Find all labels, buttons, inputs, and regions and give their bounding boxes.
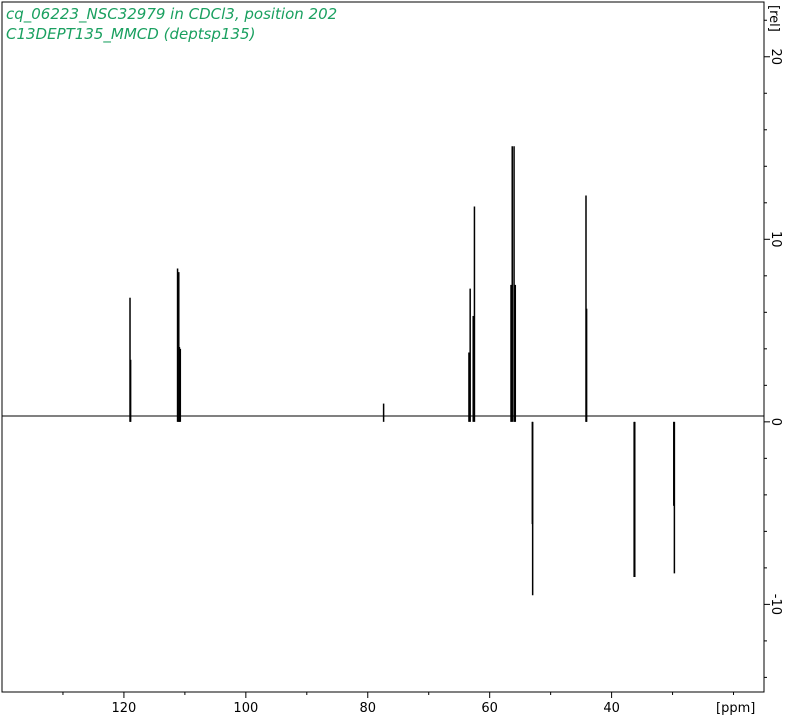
x-axis-label: [ppm] xyxy=(716,701,755,716)
y-tick-label-0: 0 xyxy=(768,418,783,426)
y-tick-label-20: 20 xyxy=(768,48,783,65)
x-tick-label-40: 40 xyxy=(603,701,620,716)
chart-subtitle: C13DEPT135_MMCD (deptsp135) xyxy=(6,25,256,43)
x-tick-label-60: 60 xyxy=(481,701,498,716)
plot-frame xyxy=(1,1,765,693)
y-tick-label-10: 10 xyxy=(768,231,783,248)
spectrum-peaks xyxy=(129,146,676,596)
x-tick-label-120: 120 xyxy=(112,701,137,716)
y-tick-label--10: -10 xyxy=(768,594,783,615)
y-axis-label: [rel] xyxy=(766,5,781,32)
x-axis-ticks: 120 100 80 60 40 xyxy=(62,692,735,716)
y-axis-ticks: 20 10 0 -10 xyxy=(764,19,783,678)
x-tick-label-100: 100 xyxy=(233,701,258,716)
x-tick-label-80: 80 xyxy=(359,701,376,716)
chart-title: cq_06223_NSC32979 in CDCl3, position 202 xyxy=(6,5,338,23)
